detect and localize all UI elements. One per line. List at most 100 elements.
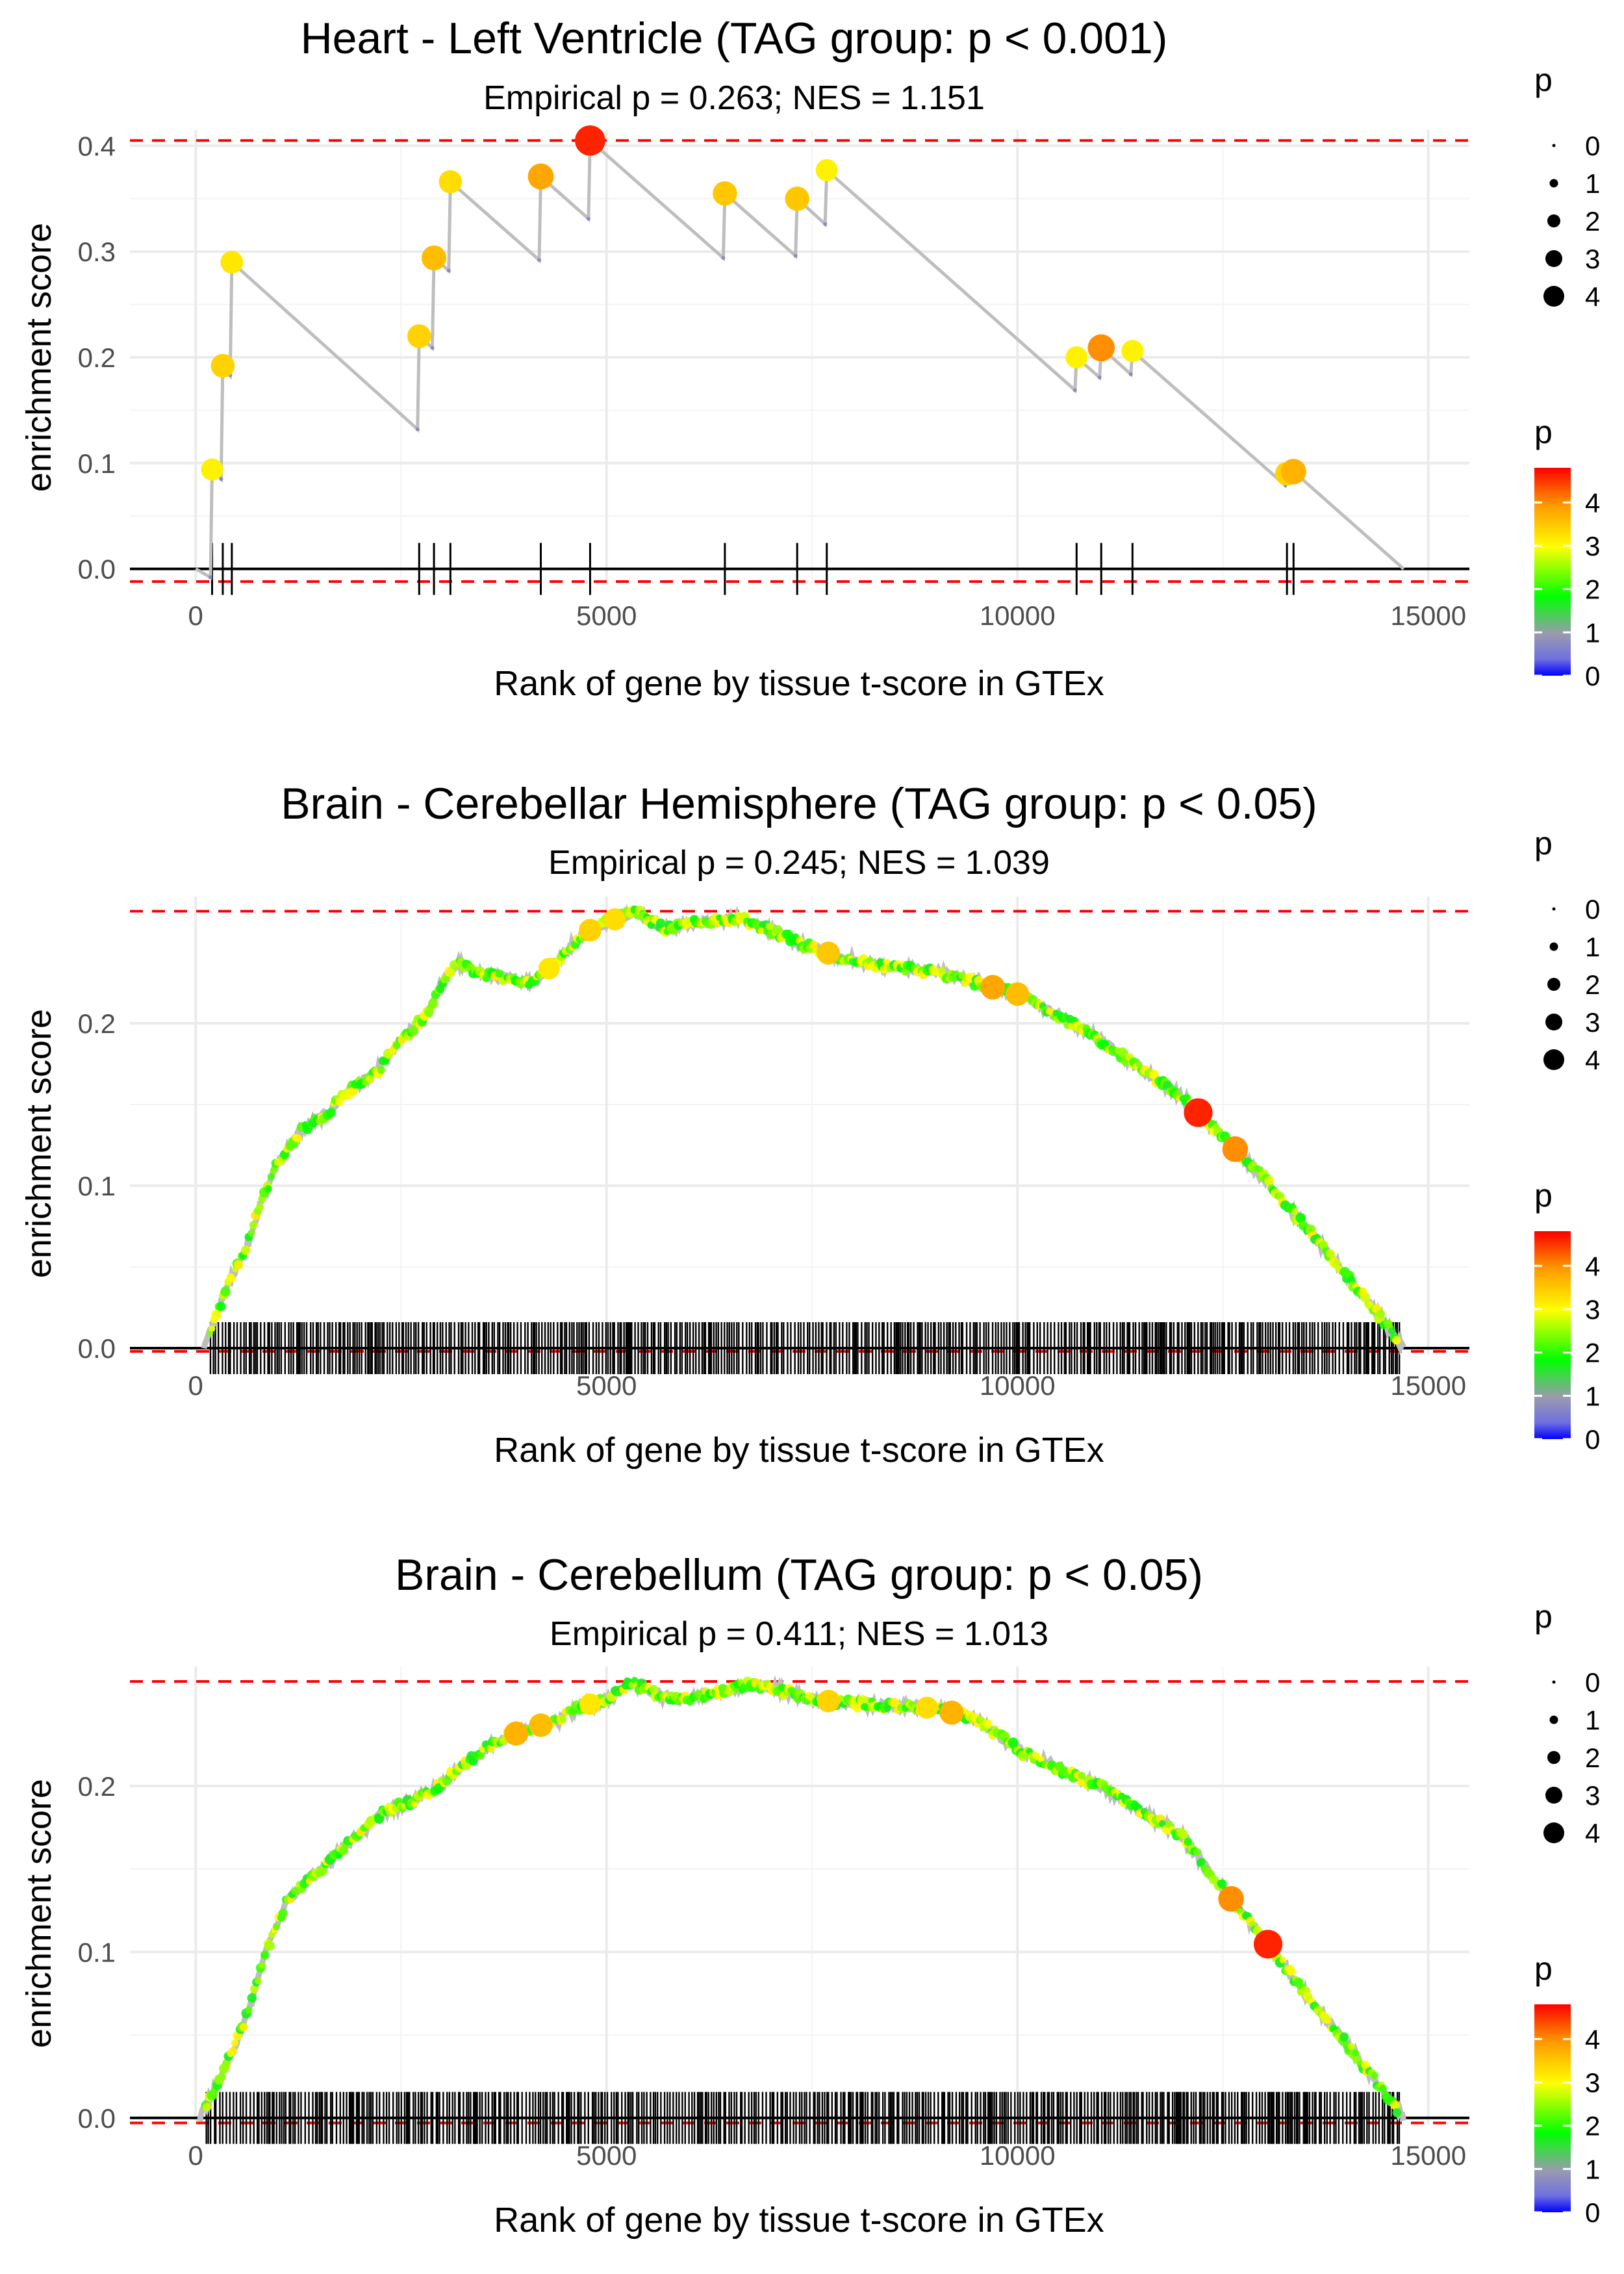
size-legend-key xyxy=(1543,1822,1564,1843)
hit-point xyxy=(1217,1879,1227,1889)
size-legend-label: 4 xyxy=(1585,1045,1600,1075)
color-legend-label: 3 xyxy=(1585,531,1600,561)
hit-point-highlight xyxy=(529,1713,553,1737)
pre-hit-point xyxy=(208,575,212,580)
hit-point xyxy=(1279,1956,1287,1964)
hit-point xyxy=(1264,1176,1275,1186)
hit-point xyxy=(1326,1249,1336,1258)
x-axis-title: Rank of gene by tissue t-score in GTEx xyxy=(494,664,1104,703)
hit-point xyxy=(326,1108,336,1118)
x-tick-label: 5000 xyxy=(576,600,637,631)
hit-point xyxy=(1148,1069,1159,1079)
color-legend-label: 0 xyxy=(1585,1424,1600,1455)
hit-point xyxy=(527,163,554,190)
hit-points xyxy=(201,125,1306,580)
hit-point-highlight xyxy=(504,1721,529,1746)
size-legend-label: 1 xyxy=(1585,1705,1600,1735)
size-legend-label: 0 xyxy=(1585,131,1600,161)
hit-point xyxy=(210,353,235,378)
hit-point xyxy=(209,1325,216,1333)
hit-point xyxy=(218,2073,226,2082)
size-legend-label: 0 xyxy=(1585,1667,1600,1698)
hit-point xyxy=(1376,1309,1385,1318)
hit-point-highlight xyxy=(1222,1136,1249,1162)
gridlines xyxy=(130,1667,1469,2125)
pre-hit-point xyxy=(446,268,451,273)
size-legend-key xyxy=(1547,1751,1560,1764)
hit-point xyxy=(448,969,455,977)
hit-point-highlight xyxy=(817,1689,840,1713)
y-tick-label: 0.2 xyxy=(78,1771,116,1802)
hit-point xyxy=(1392,1336,1401,1345)
y-tick-label: 0.0 xyxy=(78,1333,116,1364)
hit-point xyxy=(655,918,666,928)
color-legend-label: 2 xyxy=(1585,574,1600,605)
color-legend-label: 2 xyxy=(1585,2111,1600,2141)
color-legend-label: 4 xyxy=(1585,1251,1600,1281)
hit-point xyxy=(476,1752,485,1760)
running-score-curve xyxy=(201,904,1406,1355)
panel-subtitle: Empirical p = 0.245; NES = 1.039 xyxy=(548,844,1050,882)
hit-points xyxy=(201,1676,1402,2117)
size-legend-title: p xyxy=(1534,62,1553,98)
size-legend-label: 1 xyxy=(1585,932,1600,962)
color-legend-label: 1 xyxy=(1585,617,1600,648)
hit-point xyxy=(1295,1212,1306,1223)
hit-point xyxy=(1360,1292,1370,1303)
size-legend-label: 4 xyxy=(1585,281,1600,312)
x-tick-label: 5000 xyxy=(576,2140,637,2171)
hit-point xyxy=(421,245,447,271)
hit-point-highlight xyxy=(579,919,602,942)
gridlines xyxy=(130,897,1469,1355)
hit-point xyxy=(1339,2032,1349,2042)
hit-point xyxy=(245,2006,253,2014)
hit-point xyxy=(366,1075,375,1084)
hit-point xyxy=(772,925,783,935)
x-axis-title: Rank of gene by tissue t-score in GTEx xyxy=(494,2201,1104,2240)
pre-hit-point xyxy=(415,427,420,431)
hit-point xyxy=(428,998,438,1008)
running-score-line xyxy=(194,136,1405,580)
pre-hit-point xyxy=(823,222,828,226)
hit-point xyxy=(1193,1848,1201,1856)
y-axis-title: enrichment score xyxy=(19,1779,58,2048)
hit-point xyxy=(857,1694,868,1706)
hit-point xyxy=(1334,1259,1341,1266)
panel-brain-cerebellar-hemisphere: Brain - Cerebellar Hemisphere (TAG group… xyxy=(19,779,1469,1470)
hit-point xyxy=(294,1134,302,1143)
hit-point xyxy=(766,923,774,931)
reference-lines xyxy=(130,1680,1469,2125)
reference-lines xyxy=(130,910,1469,1353)
y-tick-label: 0.0 xyxy=(78,554,116,585)
hit-point xyxy=(222,2059,231,2067)
y-tick-label: 0.3 xyxy=(78,236,116,267)
size-legend-key xyxy=(1552,1680,1556,1684)
gene-rug xyxy=(209,1322,1401,1374)
reference-lines xyxy=(130,139,1469,583)
x-axis-title: Rank of gene by tissue t-score in GTEx xyxy=(494,1431,1104,1470)
hit-point xyxy=(264,1184,272,1193)
x-tick-label: 15000 xyxy=(1390,1370,1466,1401)
y-tick-label: 0.2 xyxy=(78,342,116,373)
y-tick-label: 0.2 xyxy=(78,1008,116,1039)
hit-point xyxy=(231,2039,238,2047)
color-legend-label: 4 xyxy=(1585,2024,1600,2054)
pre-hit-point xyxy=(430,346,435,350)
color-legend-label: 3 xyxy=(1585,1294,1600,1325)
pre-hit-point xyxy=(1097,375,1102,379)
hit-point-highlight xyxy=(916,1696,939,1719)
size-legend-label: 2 xyxy=(1585,969,1600,1000)
hit-point xyxy=(559,1715,567,1722)
hit-point xyxy=(649,1685,659,1694)
y-tick-labels: 0.0 0.1 0.2 0.3 0.4 xyxy=(78,131,116,584)
hit-point xyxy=(1390,2100,1400,2110)
y-tick-label: 0.0 xyxy=(78,2103,116,2134)
size-legend-label: 2 xyxy=(1585,206,1600,236)
pre-hit-point xyxy=(1128,372,1133,377)
hit-point xyxy=(809,940,818,949)
hit-point-highlight xyxy=(603,908,626,930)
hit-point xyxy=(757,927,765,934)
hit-point xyxy=(1178,1830,1188,1839)
size-legend-title: p xyxy=(1534,825,1553,862)
